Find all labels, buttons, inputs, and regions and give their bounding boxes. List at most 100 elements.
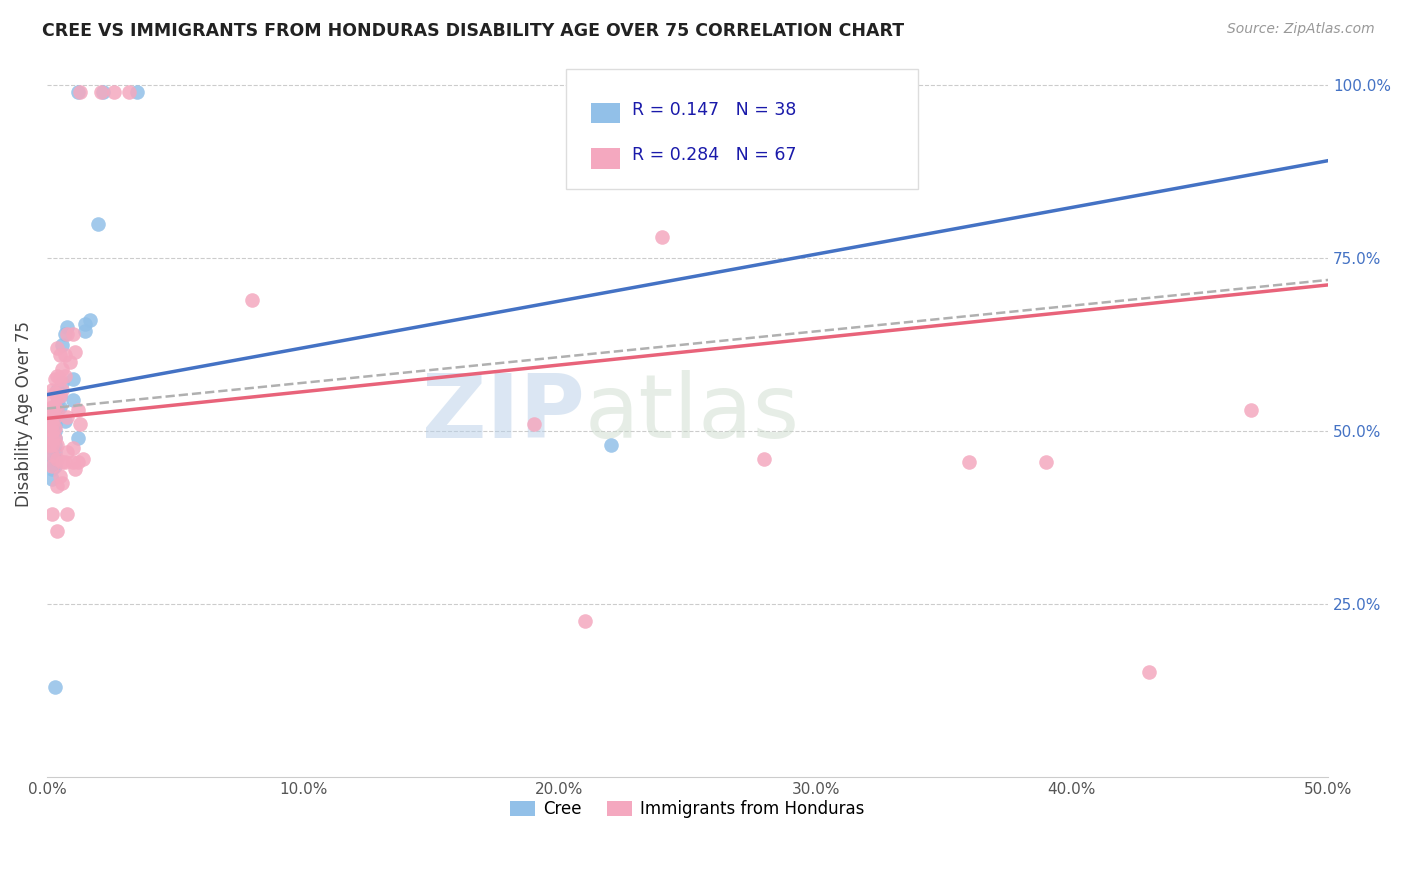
Point xyxy=(38,414,60,428)
Point xyxy=(46,438,69,452)
Point xyxy=(53,455,76,469)
Point xyxy=(69,417,91,432)
Point xyxy=(1035,455,1057,469)
Point xyxy=(41,410,63,425)
Point xyxy=(44,451,66,466)
Point xyxy=(46,403,69,417)
Legend: Cree, Immigrants from Honduras: Cree, Immigrants from Honduras xyxy=(502,792,873,827)
Point xyxy=(41,458,63,473)
Point xyxy=(53,348,76,362)
Point xyxy=(44,438,66,452)
Point xyxy=(41,438,63,452)
Point xyxy=(48,400,70,414)
Text: atlas: atlas xyxy=(585,370,800,458)
Text: R = 0.147   N = 38: R = 0.147 N = 38 xyxy=(633,101,797,119)
Point xyxy=(62,327,84,342)
Point xyxy=(44,400,66,414)
Point xyxy=(56,327,79,342)
FancyBboxPatch shape xyxy=(592,103,620,123)
Point xyxy=(46,479,69,493)
Point xyxy=(38,420,60,434)
Point xyxy=(90,85,112,99)
Point xyxy=(75,317,97,331)
Text: ZIP: ZIP xyxy=(422,370,585,458)
Point xyxy=(41,427,63,442)
Point xyxy=(754,451,776,466)
Point xyxy=(41,392,63,407)
Point xyxy=(53,327,76,342)
Point xyxy=(957,455,980,469)
Point xyxy=(41,424,63,438)
Point xyxy=(523,417,546,432)
Point xyxy=(599,438,621,452)
Point xyxy=(48,348,70,362)
Point xyxy=(41,417,63,432)
Point xyxy=(41,442,63,456)
Point xyxy=(44,410,66,425)
Point xyxy=(63,462,86,476)
Point xyxy=(56,445,79,459)
Point xyxy=(62,372,84,386)
Point xyxy=(53,414,76,428)
Point xyxy=(51,376,73,390)
Point xyxy=(75,324,97,338)
Point xyxy=(103,85,125,99)
Point xyxy=(44,417,66,432)
Point xyxy=(41,455,63,469)
Point xyxy=(72,451,94,466)
Point xyxy=(38,403,60,417)
Point xyxy=(51,337,73,351)
FancyBboxPatch shape xyxy=(592,148,620,169)
Point xyxy=(41,473,63,487)
Point xyxy=(46,396,69,410)
Point xyxy=(56,410,79,425)
Point xyxy=(41,507,63,521)
Point xyxy=(41,448,63,462)
Y-axis label: Disability Age Over 75: Disability Age Over 75 xyxy=(15,321,32,507)
Point xyxy=(56,507,79,521)
Point xyxy=(41,383,63,397)
Point xyxy=(63,344,86,359)
Point xyxy=(41,420,63,434)
Point xyxy=(46,341,69,355)
Point xyxy=(48,389,70,403)
Point xyxy=(62,455,84,469)
Point xyxy=(48,389,70,403)
Point xyxy=(44,420,66,434)
Point xyxy=(44,431,66,445)
Text: Source: ZipAtlas.com: Source: ZipAtlas.com xyxy=(1227,22,1375,37)
Point xyxy=(46,403,69,417)
Point xyxy=(41,431,63,445)
Point xyxy=(51,361,73,376)
Text: CREE VS IMMIGRANTS FROM HONDURAS DISABILITY AGE OVER 75 CORRELATION CHART: CREE VS IMMIGRANTS FROM HONDURAS DISABIL… xyxy=(42,22,904,40)
Point xyxy=(44,372,66,386)
Point xyxy=(56,320,79,334)
Point xyxy=(66,455,89,469)
Point xyxy=(62,442,84,456)
Point xyxy=(59,355,82,369)
Point xyxy=(62,392,84,407)
FancyBboxPatch shape xyxy=(565,69,918,188)
Point xyxy=(574,614,596,628)
Point xyxy=(41,400,63,414)
Point xyxy=(1240,403,1263,417)
Point xyxy=(79,313,101,327)
Point xyxy=(1137,665,1160,679)
Point xyxy=(87,217,110,231)
Point xyxy=(51,475,73,490)
Point xyxy=(41,462,63,476)
Point xyxy=(41,448,63,462)
Point xyxy=(66,431,89,445)
Point xyxy=(46,368,69,383)
Point xyxy=(46,389,69,403)
Point xyxy=(38,414,60,428)
Point xyxy=(651,230,673,244)
Point xyxy=(44,445,66,459)
Point xyxy=(48,372,70,386)
Point xyxy=(44,431,66,445)
Point xyxy=(46,451,69,466)
Point xyxy=(44,458,66,473)
Point xyxy=(44,680,66,694)
Point xyxy=(51,383,73,397)
Point xyxy=(118,85,141,99)
